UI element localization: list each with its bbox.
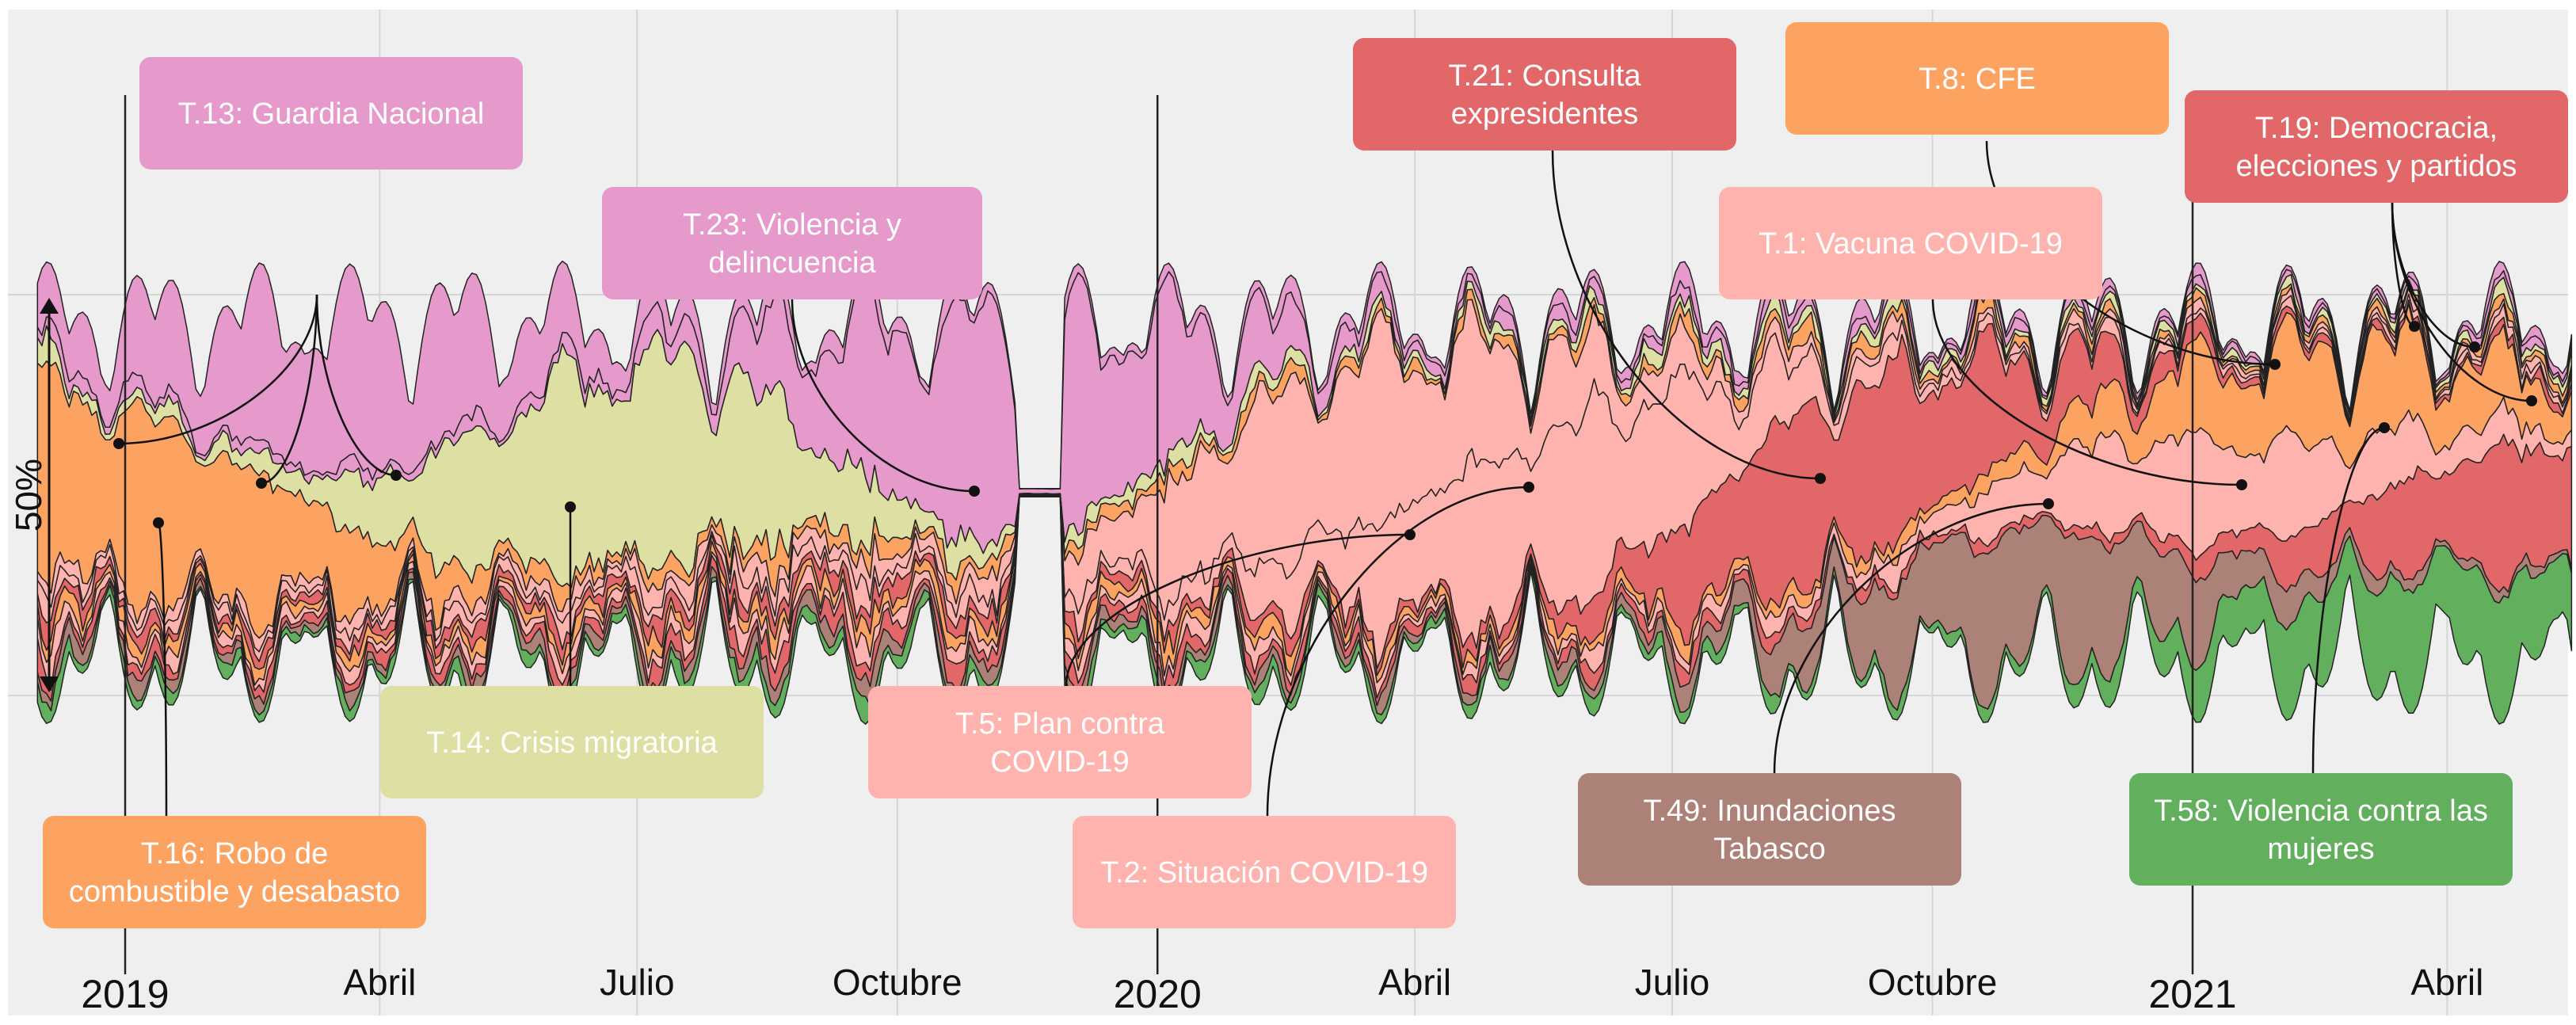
x-axis-ticks: 2019 Abril Julio Octubre 2020 Abril Julio Octub… <box>81 962 2483 1016</box>
label-t-5-plan-contra-covid-19: T.5: Plan contra COVID-19 <box>868 686 1252 798</box>
x-tick-abril: Abril <box>343 962 416 1003</box>
leader-dot-t-1-vacuna-covid-19-0 <box>2236 479 2247 490</box>
leader-dot-t-49-inundaciones-tabasco-0 <box>2043 498 2054 509</box>
label-text-t-21-consulta-expresidentes-0: T.21: Consulta <box>1449 59 1642 93</box>
label-t-49-inundaciones-tabasco: T.49: Inundaciones Tabasco <box>1578 773 1961 886</box>
leader-line-t-58-violencia-contra-las-mujeres-0 <box>2311 426 2385 774</box>
leader-line-t-19-democracia-elecciones-y-partidos-2 <box>2391 202 2532 402</box>
label-box-t-19-democracia-elecciones-y-partidos <box>2185 90 2568 203</box>
leader-dot-t-2-situacion-covid-19-0 <box>1523 482 1534 493</box>
label-text-t-23-violencia-y-delincuencia-0: T.23: Violencia y <box>683 208 901 242</box>
label-text-t-23-violencia-y-delincuencia-1: delincuencia <box>708 246 876 280</box>
label-t-19-democracia-elecciones-y-partidos: T.19: Democracia, elecciones y partidos <box>2185 90 2568 203</box>
leader-line-t-13-guardia-nacional-0 <box>118 294 318 445</box>
label-text-t-16-robo-de-combustible-y-desabasto-0: T.16: Robo de <box>141 837 329 871</box>
label-t-23-violencia-y-delincuencia: T.23: Violencia y delincuencia <box>602 187 982 299</box>
label-text-t-49-inundaciones-tabasco-1: Tabasco <box>1713 833 1826 866</box>
label-text-t-49-inundaciones-tabasco-0: T.49: Inundaciones <box>1643 794 1896 828</box>
leader-dot-t-16-robo-de-combustible-y-desabasto-0 <box>153 517 164 528</box>
label-text-t-13-guardia-nacional-0: T.13: Guardia Nacional <box>178 97 485 131</box>
x-tick-octubre: Octubre <box>1868 962 1998 1003</box>
label-box-t-14-crisis-migratoria <box>380 686 764 798</box>
leader-line-t-49-inundaciones-tabasco-0 <box>1773 502 2049 774</box>
label-text-t-58-violencia-contra-las-mujeres-0: T.58: Violencia contra las <box>2154 794 2488 828</box>
x-tick-julio: Julio <box>600 962 675 1003</box>
label-box-t-16-robo-de-combustible-y-desabasto <box>43 816 426 928</box>
x-tick-julio: Julio <box>1635 962 1710 1003</box>
label-text-t-58-violencia-contra-las-mujeres-1: mujeres <box>2267 833 2374 866</box>
leader-dot-t-58-violencia-contra-las-mujeres-0 <box>2379 422 2390 433</box>
scale-bar-arrow-up <box>40 298 59 314</box>
label-t-1-vacuna-covid-19: T.1: Vacuna COVID-19 <box>1719 187 2102 299</box>
label-text-t-16-robo-de-combustible-y-desabasto-1: combustible y desabasto <box>69 875 400 909</box>
leader-line-t-5-plan-contra-covid-19-0 <box>1065 533 1411 687</box>
label-text-t-19-democracia-elecciones-y-partidos-0: T.19: Democracia, <box>2255 112 2498 145</box>
label-box-t-2-situacion-covid-19 <box>1073 816 1456 928</box>
leader-dot-t-21-consulta-expresidentes-0 <box>1815 473 1826 484</box>
leader-dot-t-19-democracia-elecciones-y-partidos-0 <box>2409 321 2420 332</box>
label-text-t-5-plan-contra-covid-19-0: T.5: Plan contra <box>955 707 1165 741</box>
label-box-t-58-violencia-contra-las-mujeres <box>2129 773 2513 886</box>
x-tick-abril: Abril <box>1378 962 1451 1003</box>
label-t-8-cfe: T.8: CFE <box>1785 22 2169 135</box>
label-text-t-5-plan-contra-covid-19-1: COVID-19 <box>990 745 1129 779</box>
label-box-t-21-consulta-expresidentes <box>1353 38 1736 151</box>
x-tick-octubre: Octubre <box>833 962 962 1003</box>
x-tick-2020: 2020 <box>1114 972 1202 1016</box>
leader-dot-t-23-violencia-y-delincuencia-0 <box>969 486 980 497</box>
label-text-t-21-consulta-expresidentes-1: expresidentes <box>1451 97 1639 131</box>
label-t-14-crisis-migratoria: T.14: Crisis migratoria <box>380 686 764 798</box>
leader-line-t-23-violencia-y-delincuencia-0 <box>791 299 975 493</box>
label-box-t-8-cfe <box>1785 22 2169 135</box>
label-text-t-19-democracia-elecciones-y-partidos-1: elecciones y partidos <box>2236 150 2517 183</box>
x-tick-2019: 2019 <box>81 972 169 1016</box>
label-box-t-13-guardia-nacional <box>139 57 523 170</box>
x-tick-abril: Abril <box>2410 962 2483 1003</box>
label-text-t-8-cfe-0: T.8: CFE <box>1919 63 2036 96</box>
label-text-t-14-crisis-migratoria-0: T.14: Crisis migratoria <box>426 726 718 760</box>
leader-dot-t-8-cfe-0 <box>2269 359 2281 370</box>
label-t-21-consulta-expresidentes: T.21: Consulta expresidentes <box>1353 38 1736 151</box>
label-t-58-violencia-contra-las-mujeres: T.58: Violencia contra las mujeres <box>2129 773 2513 886</box>
leader-line-t-1-vacuna-covid-19-0 <box>1931 299 2243 486</box>
leader-line-t-13-guardia-nacional-1 <box>261 294 318 485</box>
leader-dot-t-14-crisis-migratoria-0 <box>565 501 576 512</box>
label-text-t-2-situacion-covid-19-0: T.2: Situación COVID-19 <box>1100 856 1428 890</box>
label-box-t-5-plan-contra-covid-19 <box>868 686 1252 798</box>
leader-dot-t-13-guardia-nacional-1 <box>256 478 267 489</box>
leader-dot-t-19-democracia-elecciones-y-partidos-2 <box>2526 395 2537 406</box>
scale-bar-label: 50% <box>8 459 49 532</box>
leader-line-t-16-robo-de-combustible-y-desabasto-0 <box>157 521 168 817</box>
topic-labels: T.13: Guardia Nacional T.23: Violencia y d… <box>43 22 2568 928</box>
stream-layers <box>36 261 2573 725</box>
scale-bar-arrow-down <box>40 676 59 692</box>
label-box-t-1-vacuna-covid-19 <box>1719 187 2102 299</box>
leader-dot-t-19-democracia-elecciones-y-partidos-1 <box>2469 341 2480 352</box>
label-text-t-1-vacuna-covid-19-0: T.1: Vacuna COVID-19 <box>1759 227 2063 261</box>
x-tick-2021: 2021 <box>2148 972 2236 1016</box>
scale-bar: 50% <box>8 298 59 692</box>
label-t-16-robo-de-combustible-y-desabasto: T.16: Robo de combustible y desabasto <box>43 816 426 928</box>
leader-dot-t-13-guardia-nacional-2 <box>391 470 402 481</box>
leader-line-t-13-guardia-nacional-2 <box>315 294 397 477</box>
leader-line-t-2-situacion-covid-19-0 <box>1266 486 1530 817</box>
label-box-t-23-violencia-y-delincuencia <box>602 187 982 299</box>
leader-line-t-21-consulta-expresidentes-0 <box>1551 150 1821 480</box>
label-t-2-situacion-covid-19: T.2: Situación COVID-19 <box>1073 816 1456 928</box>
leader-dot-t-13-guardia-nacional-0 <box>113 438 124 449</box>
label-box-t-49-inundaciones-tabasco <box>1578 773 1961 886</box>
label-t-13-guardia-nacional: T.13: Guardia Nacional <box>139 57 523 170</box>
